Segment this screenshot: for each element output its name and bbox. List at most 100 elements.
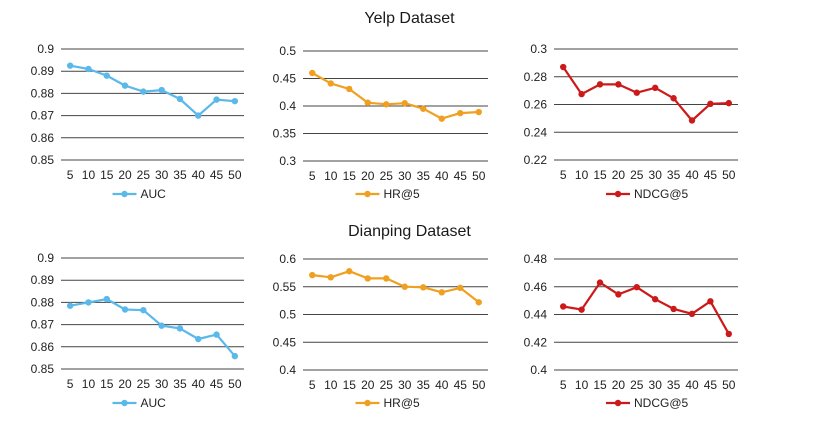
- data-point: [475, 299, 482, 306]
- y-tick-label: 0.24: [524, 125, 548, 139]
- data-point: [121, 306, 129, 313]
- data-point: [615, 81, 622, 88]
- x-tick-label: 35: [417, 378, 431, 392]
- data-point: [231, 352, 239, 360]
- legend-marker: [121, 399, 128, 407]
- data-point: [158, 86, 165, 94]
- x-tick-label: 20: [361, 169, 375, 183]
- x-tick-label: 10: [575, 168, 589, 182]
- x-tick-label: 50: [228, 377, 242, 391]
- x-tick-label: 25: [630, 378, 644, 392]
- x-tick-label: 15: [343, 378, 357, 392]
- data-point: [195, 112, 202, 119]
- data-point: [688, 117, 696, 124]
- data-point: [560, 63, 567, 71]
- data-point: [670, 305, 677, 313]
- data-point: [213, 331, 220, 338]
- data-point: [158, 322, 165, 329]
- y-tick-label: 0.5: [279, 308, 296, 322]
- x-tick-label: 25: [630, 168, 644, 182]
- x-tick-label: 15: [593, 168, 607, 182]
- x-tick-label: 30: [649, 168, 663, 182]
- x-tick-label: 50: [228, 168, 242, 182]
- data-point: [66, 62, 74, 69]
- x-tick-label: 25: [137, 168, 151, 182]
- data-point: [725, 99, 732, 107]
- data-point: [652, 296, 659, 303]
- x-tick-label: 5: [67, 377, 74, 391]
- y-tick-label: 0.3: [530, 42, 547, 56]
- data-point: [176, 95, 184, 103]
- legend-label: HR@5: [384, 396, 421, 410]
- x-tick-label: 15: [593, 378, 607, 392]
- data-point: [475, 108, 482, 116]
- data-point: [438, 289, 445, 296]
- x-tick-label: 25: [380, 378, 394, 392]
- y-tick-label: 0.22: [524, 153, 548, 167]
- data-point: [85, 65, 92, 73]
- y-tick-label: 0.4: [530, 363, 547, 377]
- data-point: [633, 89, 640, 96]
- x-tick-label: 5: [309, 169, 316, 183]
- x-tick-label: 45: [454, 169, 468, 183]
- y-tick-label: 0.89: [31, 64, 55, 78]
- legend-marker: [364, 190, 371, 198]
- x-tick-label: 30: [398, 378, 412, 392]
- y-tick-label: 0.3: [279, 154, 296, 168]
- x-tick-label: 20: [118, 377, 132, 391]
- x-tick-label: 20: [612, 168, 626, 182]
- data-point: [707, 298, 714, 305]
- data-point: [560, 303, 567, 310]
- data-point: [596, 81, 604, 88]
- chart-row-title: Dianping Dataset: [348, 223, 471, 240]
- x-tick-label: 35: [417, 169, 431, 183]
- y-tick-label: 0.48: [524, 252, 548, 266]
- y-tick-label: 0.42: [524, 335, 548, 349]
- x-tick-label: 35: [173, 168, 187, 182]
- x-tick-label: 45: [210, 377, 224, 391]
- x-tick-label: 10: [82, 168, 96, 182]
- data-point: [346, 268, 353, 275]
- data-point: [140, 88, 147, 95]
- y-tick-label: 0.35: [273, 127, 297, 141]
- y-tick-label: 0.89: [31, 273, 55, 287]
- series-line: [312, 270, 480, 304]
- y-tick-label: 0.86: [31, 131, 55, 145]
- x-tick-label: 50: [472, 169, 486, 183]
- data-point: [707, 100, 714, 108]
- x-tick-label: 10: [324, 169, 338, 183]
- data-point: [615, 291, 622, 298]
- data-point: [596, 279, 604, 286]
- data-point: [364, 99, 371, 106]
- y-tick-label: 0.85: [31, 153, 55, 167]
- data-point: [364, 275, 371, 282]
- y-tick-label: 0.5: [279, 44, 296, 58]
- x-tick-label: 10: [324, 378, 338, 392]
- y-tick-label: 0.85: [31, 362, 55, 376]
- x-tick-label: 30: [155, 377, 169, 391]
- x-tick-label: 50: [472, 378, 486, 392]
- y-tick-label: 0.4: [279, 363, 296, 377]
- y-tick-label: 0.87: [31, 318, 55, 332]
- data-point: [231, 97, 239, 105]
- y-tick-label: 0.45: [273, 72, 297, 86]
- data-point: [578, 90, 585, 98]
- data-point: [66, 302, 74, 309]
- data-point: [457, 284, 464, 292]
- x-tick-label: 50: [722, 168, 736, 182]
- data-point: [725, 330, 732, 338]
- x-tick-label: 30: [649, 378, 663, 392]
- y-tick-label: 0.86: [31, 340, 55, 354]
- data-point: [652, 84, 659, 92]
- x-tick-label: 30: [155, 168, 169, 182]
- x-tick-label: 10: [575, 378, 589, 392]
- data-point: [103, 295, 110, 303]
- x-tick-label: 20: [612, 378, 626, 392]
- legend-marker: [614, 399, 622, 407]
- x-tick-label: 20: [118, 168, 132, 182]
- data-point: [383, 275, 390, 282]
- legend-label: NDCG@5: [634, 187, 689, 201]
- y-tick-label: 0.9: [37, 251, 54, 265]
- data-point: [438, 115, 445, 122]
- y-tick-label: 0.44: [524, 308, 548, 322]
